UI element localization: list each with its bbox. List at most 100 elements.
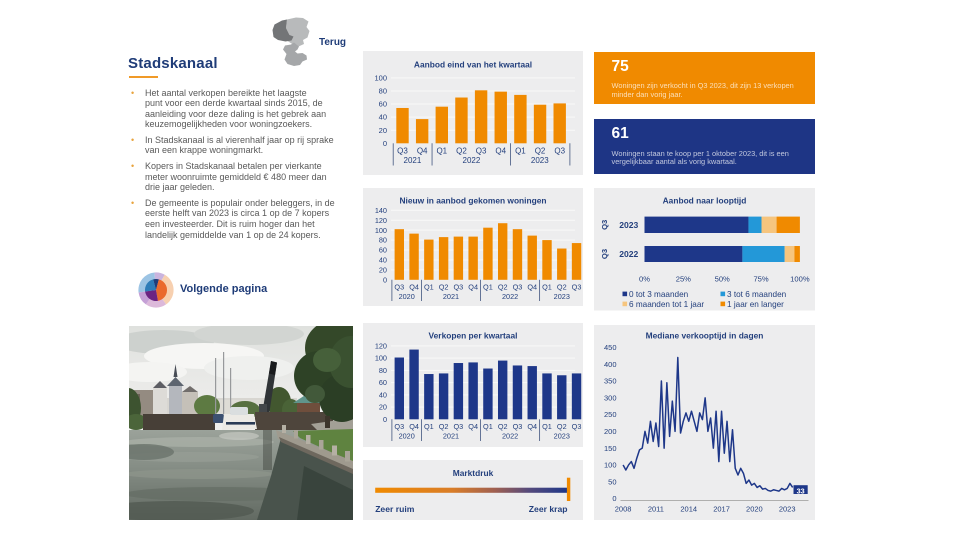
svg-text:2021: 2021 [443, 431, 459, 440]
svg-text:Q4: Q4 [409, 422, 419, 431]
svg-text:Q3: Q3 [476, 146, 487, 155]
svg-text:Q1: Q1 [483, 422, 493, 431]
svg-text:Q4: Q4 [468, 282, 478, 291]
svg-text:6 maanden tot 1 jaar: 6 maanden tot 1 jaar [629, 300, 704, 309]
svg-text:2022: 2022 [502, 292, 518, 301]
svg-text:Q4: Q4 [468, 422, 478, 431]
svg-text:Q1: Q1 [424, 422, 434, 431]
svg-text:Q1: Q1 [483, 282, 493, 291]
svg-text:Q2: Q2 [498, 282, 508, 291]
svg-text:Q3: Q3 [454, 282, 464, 291]
svg-text:Aanbod naar looptijd: Aanbod naar looptijd [662, 196, 746, 206]
svg-text:Q1: Q1 [515, 146, 526, 155]
svg-text:Q1: Q1 [542, 422, 552, 431]
svg-text:250: 250 [603, 410, 616, 419]
svg-text:2022: 2022 [502, 431, 518, 440]
svg-text:120: 120 [375, 216, 387, 225]
svg-text:60: 60 [379, 100, 387, 109]
svg-text:200: 200 [603, 426, 616, 435]
svg-text:Q1: Q1 [542, 282, 552, 291]
svg-text:Q3: Q3 [397, 146, 408, 155]
svg-text:0: 0 [383, 139, 387, 148]
svg-text:Q3: Q3 [600, 249, 609, 259]
svg-text:33: 33 [796, 486, 804, 495]
svg-text:300: 300 [603, 393, 616, 402]
svg-text:Q2: Q2 [456, 146, 467, 155]
svg-text:350: 350 [603, 376, 616, 385]
svg-text:Q4: Q4 [527, 422, 537, 431]
svg-text:Verkopen per kwartaal: Verkopen per kwartaal [429, 331, 518, 341]
svg-text:100: 100 [375, 226, 387, 235]
svg-text:60: 60 [379, 378, 387, 387]
svg-text:20: 20 [379, 126, 387, 135]
svg-text:Q3: Q3 [572, 422, 582, 431]
svg-text:Q3: Q3 [572, 282, 582, 291]
svg-text:0 tot 3 maanden: 0 tot 3 maanden [629, 290, 689, 299]
svg-text:Nieuw in aanbod gekomen woning: Nieuw in aanbod gekomen woningen [399, 196, 546, 206]
svg-text:450: 450 [603, 343, 616, 352]
svg-text:0: 0 [612, 494, 616, 503]
svg-text:2017: 2017 [713, 504, 730, 513]
svg-text:2020: 2020 [399, 431, 415, 440]
svg-text:40: 40 [379, 113, 387, 122]
svg-text:75%: 75% [753, 275, 768, 284]
svg-text:Mediane verkooptijd in dagen: Mediane verkooptijd in dagen [645, 330, 763, 340]
svg-text:Q4: Q4 [417, 146, 428, 155]
svg-text:25%: 25% [675, 275, 690, 284]
svg-text:100: 100 [603, 460, 616, 469]
svg-text:150: 150 [603, 443, 616, 452]
svg-text:Q3: Q3 [394, 282, 404, 291]
svg-text:2023: 2023 [619, 220, 638, 230]
svg-text:2023: 2023 [531, 156, 549, 165]
svg-text:120: 120 [375, 342, 387, 351]
svg-text:Q2: Q2 [557, 282, 567, 291]
svg-text:80: 80 [379, 236, 387, 245]
svg-text:2011: 2011 [647, 504, 663, 513]
svg-text:40: 40 [379, 256, 387, 265]
svg-text:0: 0 [383, 275, 387, 284]
svg-text:2023: 2023 [554, 292, 570, 301]
svg-text:60: 60 [379, 246, 387, 255]
svg-text:40: 40 [379, 390, 387, 399]
svg-text:100: 100 [375, 354, 387, 363]
svg-text:2023: 2023 [778, 504, 795, 513]
svg-text:2008: 2008 [614, 504, 631, 513]
svg-text:Zeer krap: Zeer krap [529, 504, 568, 514]
svg-text:50: 50 [608, 477, 616, 486]
svg-text:140: 140 [375, 206, 387, 215]
svg-text:Q4: Q4 [409, 282, 419, 291]
svg-text:Marktdruk: Marktdruk [453, 468, 494, 478]
svg-text:0%: 0% [639, 275, 650, 284]
svg-text:2022: 2022 [463, 156, 481, 165]
svg-text:Q3: Q3 [454, 422, 464, 431]
svg-text:1 jaar en langer: 1 jaar en langer [727, 300, 784, 309]
svg-text:Q4: Q4 [527, 282, 537, 291]
svg-text:Q1: Q1 [436, 146, 447, 155]
svg-text:2020: 2020 [399, 292, 415, 301]
svg-text:Q3: Q3 [554, 146, 565, 155]
svg-text:80: 80 [379, 87, 387, 96]
svg-text:20: 20 [379, 403, 387, 412]
svg-text:2022: 2022 [619, 249, 638, 259]
svg-text:2014: 2014 [680, 504, 697, 513]
svg-text:80: 80 [379, 366, 387, 375]
svg-text:100%: 100% [790, 275, 810, 284]
svg-text:Q3: Q3 [513, 422, 523, 431]
svg-text:Q3: Q3 [600, 220, 609, 230]
svg-text:2021: 2021 [443, 292, 459, 301]
svg-text:Zeer ruim: Zeer ruim [375, 504, 415, 514]
svg-text:Q3: Q3 [394, 422, 404, 431]
svg-text:Q1: Q1 [424, 282, 434, 291]
svg-text:3 tot 6 maanden: 3 tot 6 maanden [727, 290, 787, 299]
svg-text:2020: 2020 [746, 504, 763, 513]
svg-text:Q2: Q2 [557, 422, 567, 431]
svg-text:Q2: Q2 [535, 146, 546, 155]
svg-text:Q2: Q2 [439, 422, 449, 431]
svg-text:0: 0 [383, 415, 387, 424]
svg-text:50%: 50% [714, 275, 729, 284]
svg-text:2023: 2023 [554, 431, 570, 440]
svg-text:Q3: Q3 [513, 282, 523, 291]
svg-text:400: 400 [603, 359, 616, 368]
svg-text:Q2: Q2 [439, 282, 449, 291]
svg-text:Q2: Q2 [498, 422, 508, 431]
